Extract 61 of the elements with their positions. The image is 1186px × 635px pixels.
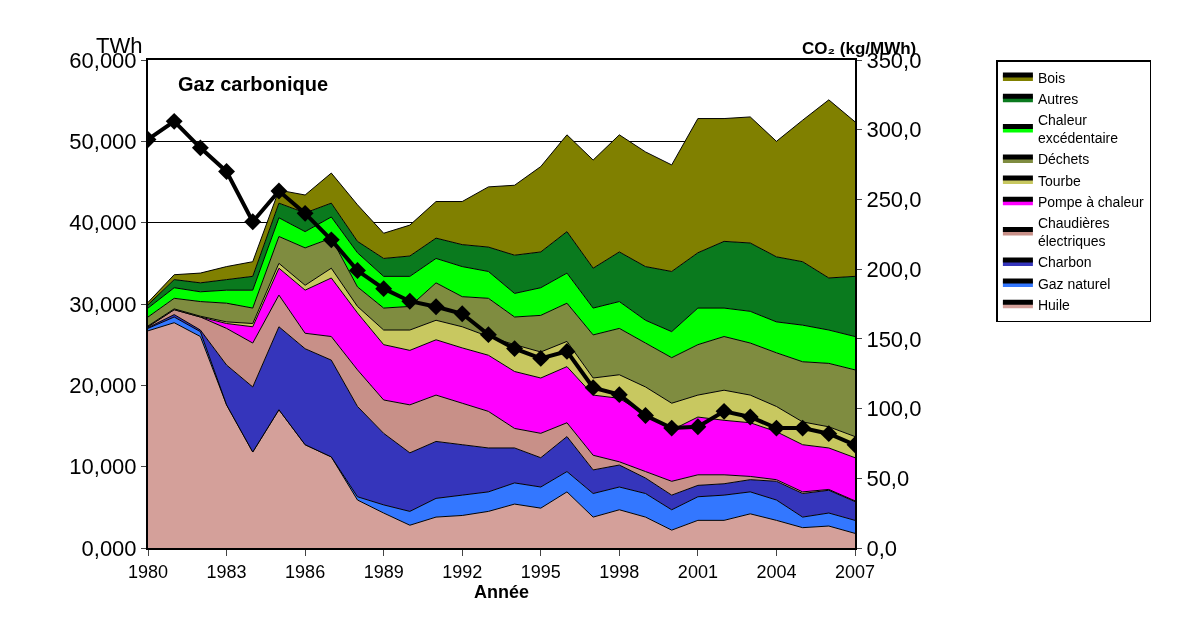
point (479, 326, 497, 344)
point (349, 262, 366, 279)
y2-tick-label: 200,0 (866, 256, 922, 282)
y2-tick-label: 0,0 (866, 535, 897, 561)
y2-tick-label: 150,0 (866, 326, 922, 352)
point (689, 418, 707, 436)
point (558, 342, 576, 360)
point (296, 204, 314, 222)
point (453, 305, 471, 323)
y-tick-label: 0,000 (81, 535, 137, 561)
y2-tick-label: 300,0 (866, 117, 922, 143)
legend-label: Tourbe (1037, 172, 1081, 189)
legend-label: Chaleur excédentaire (1037, 111, 1119, 147)
point (322, 231, 340, 249)
point (637, 407, 654, 424)
x-tick-label: 1998 (599, 561, 640, 582)
point (532, 349, 550, 367)
x-tick-label: 1989 (363, 561, 404, 582)
y-tick-label: 20,000 (69, 373, 137, 399)
legend-label: Déchets (1037, 151, 1090, 168)
y2-tick-label: 100,0 (866, 396, 922, 422)
y2-tick-label: 50,0 (866, 465, 910, 491)
series-label: Gaz carbonique (178, 73, 329, 95)
point (218, 163, 236, 180)
x-tick-label: 1986 (285, 561, 326, 582)
point (375, 280, 393, 298)
point (165, 112, 183, 130)
x-tick-label: 2001 (677, 561, 718, 582)
point (191, 139, 209, 157)
y-tick-label: 10,000 (69, 454, 137, 480)
point (610, 386, 628, 404)
x-tick-label: 1995 (520, 561, 561, 582)
y-tick-label: 50,000 (69, 129, 137, 155)
legend-label: Gaz naturel (1037, 275, 1111, 292)
legend-label: Chaudières électriques (1037, 214, 1110, 250)
point (767, 419, 785, 437)
point (427, 298, 445, 316)
x-tick-label: 1980 (127, 561, 169, 582)
point (794, 419, 812, 437)
point (820, 425, 838, 443)
x-tick-label: 2004 (756, 561, 797, 582)
legend-label: Charbon (1037, 254, 1092, 271)
x-tick-label: 1983 (206, 561, 247, 582)
y-tick-label: 30,000 (69, 291, 137, 317)
point (741, 408, 759, 426)
point (584, 379, 602, 397)
legend-label: Huile (1037, 296, 1071, 313)
legend-label: Pompe à chaleur (1037, 193, 1145, 210)
point (715, 402, 733, 420)
legend-label: Bois (1037, 69, 1066, 86)
x-axis-title: Année (473, 581, 530, 602)
x-tick-label: 1992 (442, 561, 483, 582)
point (401, 292, 419, 310)
point (506, 340, 524, 358)
y-tick-label: 40,000 (69, 210, 137, 236)
y2-tick-label: 250,0 (866, 187, 922, 213)
point (244, 213, 262, 231)
point (663, 419, 681, 437)
x-tick-label: 2007 (834, 561, 876, 582)
point (270, 182, 288, 200)
legend-label: Autres (1037, 90, 1079, 107)
